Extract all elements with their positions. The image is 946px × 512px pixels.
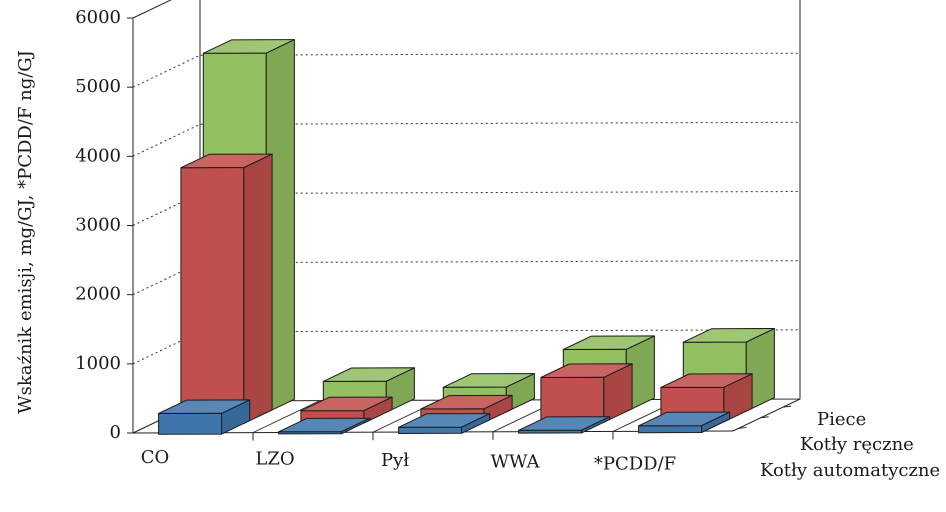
bars [158,39,775,435]
bar-front-face [158,412,223,435]
y-tick-label: 1000 [75,353,121,374]
bar-front-face [180,167,245,425]
category-label: Pył [381,450,409,471]
bar-top-face [518,416,611,431]
left-wall-top-edge [132,0,172,19]
category-label: LZO [255,448,294,469]
series-label: Piece [817,409,866,430]
y-tick-label: 6000 [75,7,121,28]
bar-top-face [660,373,753,388]
gridlines [127,17,801,434]
y-axis-title: Wskaźnik emisji, mg/GJ, *PCDD/F ng/GJ [15,50,36,414]
right-floor-edge [732,398,801,432]
bar [398,413,491,434]
bar-front-face [540,376,605,423]
bar-front-face [398,426,463,434]
bar [180,153,273,425]
bar-top-face [638,411,731,427]
series-label: Kotły ręczne [800,434,914,455]
bar-side-face [243,153,273,424]
bar-front-face [638,425,703,434]
y-tick-label: 0 [110,422,121,443]
bar-top-face [398,413,491,428]
depth-tick-mark [782,405,792,408]
bar [278,417,371,435]
bar-top-face [540,363,633,378]
y-tick-label: 2000 [75,284,121,305]
depth-tick-mark [738,426,747,429]
bar [540,363,633,423]
category-label: CO [141,447,170,468]
bar-top-face [158,399,251,414]
series-label: Kotły automatyczne [760,460,940,481]
bar-top-face [442,373,535,388]
bar [518,416,611,434]
labels: 0 1000 2000 3000 4000 5000 6000 CO LZO Pył WWA *PCD… [75,7,940,481]
category-label: WWA [490,452,540,473]
bar-top-face [300,396,393,412]
bar-top-face [180,153,273,169]
bar [158,399,251,435]
y-tick-label: 5000 [75,76,121,97]
bar-top-face [322,367,415,382]
bar-top-face [278,417,371,433]
bar-top-face [202,39,295,54]
bar-top-face [682,328,775,343]
category-label: *PCDD/F [594,453,676,474]
y-tick-label: 4000 [75,145,121,166]
bar [638,411,731,434]
bar-top-face [562,335,655,350]
floor-divider [252,400,321,434]
y-tick-label: 3000 [75,215,121,236]
bar-top-face [420,394,513,410]
depth-tick-mark [760,416,769,419]
